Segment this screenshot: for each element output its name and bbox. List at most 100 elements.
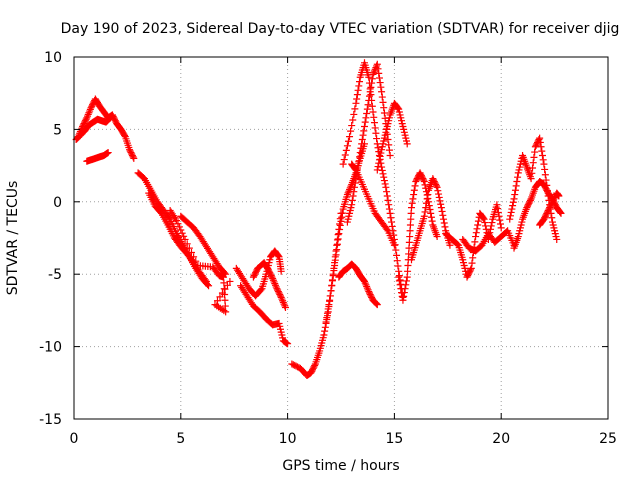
data-point bbox=[512, 182, 520, 190]
data-point bbox=[380, 109, 388, 117]
data-point bbox=[269, 275, 277, 283]
data-point bbox=[347, 127, 355, 135]
data-point bbox=[468, 259, 476, 267]
data-point bbox=[338, 209, 346, 217]
series-arc-midday-rise-b bbox=[335, 260, 381, 309]
data-point bbox=[181, 235, 189, 243]
data-point bbox=[494, 208, 502, 216]
data-point bbox=[361, 279, 369, 287]
data-point bbox=[400, 292, 408, 300]
data-point bbox=[472, 233, 480, 241]
data-point bbox=[507, 208, 515, 216]
data-point bbox=[467, 266, 475, 274]
data-point bbox=[370, 119, 378, 127]
data-point bbox=[221, 269, 229, 277]
data-point bbox=[331, 262, 339, 270]
data-point bbox=[513, 178, 521, 186]
data-point bbox=[380, 173, 388, 181]
data-point bbox=[324, 305, 332, 313]
data-point bbox=[376, 152, 384, 160]
data-point bbox=[548, 214, 556, 222]
data-point bbox=[557, 209, 565, 217]
data-point bbox=[321, 327, 329, 335]
y-tick-label: -15 bbox=[39, 412, 62, 428]
x-tick-label: 25 bbox=[599, 431, 617, 447]
data-point bbox=[469, 254, 477, 262]
data-point bbox=[373, 301, 381, 309]
y-axis-label: SDTVAR / TECUs bbox=[5, 181, 21, 296]
data-point bbox=[383, 225, 391, 233]
data-point bbox=[84, 110, 92, 118]
data-point bbox=[344, 189, 352, 197]
data-point bbox=[556, 208, 564, 216]
data-point bbox=[474, 221, 482, 229]
data-point bbox=[106, 114, 114, 122]
data-point bbox=[355, 82, 363, 90]
data-point bbox=[387, 214, 395, 222]
data-point bbox=[426, 206, 434, 214]
data-point bbox=[474, 217, 482, 225]
data-point bbox=[333, 246, 341, 254]
data-point bbox=[342, 146, 350, 154]
data-point bbox=[395, 277, 403, 285]
data-point bbox=[346, 133, 354, 141]
data-point bbox=[364, 286, 372, 294]
data-point bbox=[370, 67, 378, 75]
data-point bbox=[274, 252, 282, 260]
series-arc-evening-low bbox=[459, 227, 518, 255]
data-point bbox=[363, 105, 371, 113]
data-point bbox=[376, 79, 384, 87]
data-point bbox=[334, 235, 342, 243]
data-point bbox=[374, 163, 382, 171]
data-point bbox=[395, 273, 403, 281]
data-point bbox=[411, 182, 419, 190]
data-point bbox=[437, 204, 445, 212]
data-point bbox=[187, 248, 195, 256]
data-point bbox=[423, 195, 431, 203]
data-point bbox=[129, 153, 137, 161]
data-point bbox=[278, 295, 286, 303]
data-point bbox=[375, 74, 383, 82]
data-point bbox=[375, 159, 383, 167]
data-point bbox=[378, 93, 386, 101]
data-point bbox=[509, 198, 517, 206]
data-point bbox=[201, 276, 209, 284]
data-point bbox=[311, 361, 319, 369]
data-point bbox=[435, 193, 443, 201]
data-point bbox=[555, 192, 563, 200]
data-point bbox=[422, 199, 430, 207]
data-point bbox=[385, 201, 393, 209]
data-point bbox=[362, 114, 370, 122]
data-point bbox=[487, 225, 495, 233]
plot-frame bbox=[73, 56, 609, 420]
data-point bbox=[363, 109, 371, 117]
data-point bbox=[393, 257, 401, 265]
data-point bbox=[494, 205, 502, 213]
data-point bbox=[380, 104, 388, 112]
data-point bbox=[121, 131, 129, 139]
data-point bbox=[493, 201, 501, 209]
data-point bbox=[105, 115, 113, 123]
data-point bbox=[280, 300, 288, 308]
data-point bbox=[394, 104, 402, 112]
data-point bbox=[355, 157, 363, 165]
y-tick-label: 0 bbox=[53, 195, 62, 211]
data-point bbox=[358, 136, 366, 144]
y-tick-label: -10 bbox=[39, 340, 62, 356]
chart-title: Day 190 of 2023, Sidereal Day-to-day VTE… bbox=[61, 21, 620, 37]
data-point bbox=[422, 204, 430, 212]
data-point bbox=[204, 281, 211, 289]
data-point bbox=[350, 188, 358, 196]
data-point bbox=[440, 215, 448, 223]
data-point bbox=[369, 108, 377, 116]
data-point bbox=[277, 293, 285, 301]
data-point bbox=[183, 240, 191, 248]
data-point bbox=[360, 277, 368, 285]
data-point bbox=[480, 215, 488, 223]
data-point bbox=[375, 69, 383, 77]
data-point bbox=[386, 209, 394, 217]
data-point bbox=[271, 280, 279, 288]
data-point bbox=[496, 220, 504, 228]
data-point bbox=[335, 230, 343, 238]
